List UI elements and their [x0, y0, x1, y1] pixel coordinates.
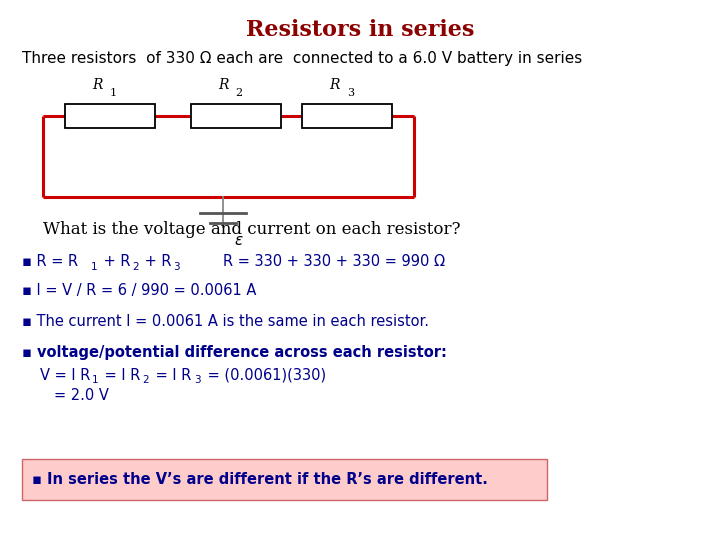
Text: 1: 1: [109, 87, 117, 98]
Text: + R: + R: [99, 254, 131, 269]
Text: 2: 2: [132, 262, 138, 272]
Text: $\varepsilon$: $\varepsilon$: [234, 234, 243, 248]
Bar: [65, 104, 155, 128]
Text: 2: 2: [143, 375, 149, 385]
Text: R = 330 + 330 + 330 = 990 Ω: R = 330 + 330 + 330 = 990 Ω: [223, 254, 445, 269]
Text: 2: 2: [235, 87, 243, 98]
Text: = I R: = I R: [151, 368, 192, 383]
Text: ▪ I = V / R = 6 / 990 = 0.0061 A: ▪ I = V / R = 6 / 990 = 0.0061 A: [22, 283, 256, 298]
Bar: [302, 104, 392, 128]
Text: = 2.0 V: = 2.0 V: [54, 388, 109, 403]
Text: R: R: [218, 78, 228, 92]
Text: V = I R: V = I R: [40, 368, 90, 383]
Text: ▪ R = R: ▪ R = R: [22, 254, 78, 269]
Text: 3: 3: [173, 262, 179, 272]
Text: 3: 3: [347, 87, 354, 98]
Bar: [22, 459, 547, 500]
Text: What is the voltage and current on each resistor?: What is the voltage and current on each …: [43, 221, 461, 238]
Text: R: R: [330, 78, 340, 92]
Text: + R: + R: [140, 254, 172, 269]
Text: ▪ voltage/potential difference across each resistor:: ▪ voltage/potential difference across ea…: [22, 345, 446, 360]
Text: 1: 1: [91, 375, 98, 385]
Text: R: R: [92, 78, 102, 92]
Bar: [191, 104, 281, 128]
Text: Three resistors  of 330 Ω each are  connected to a 6.0 V battery in series: Three resistors of 330 Ω each are connec…: [22, 51, 582, 66]
Text: = I R: = I R: [100, 368, 140, 383]
Text: ▪ The current I = 0.0061 A is the same in each resistor.: ▪ The current I = 0.0061 A is the same i…: [22, 314, 428, 329]
Text: Resistors in series: Resistors in series: [246, 19, 474, 41]
Text: ▪ In series the V’s are different if the R’s are different.: ▪ In series the V’s are different if the…: [32, 472, 488, 487]
Text: = (0.0061)(330): = (0.0061)(330): [203, 368, 326, 383]
Text: 3: 3: [194, 375, 201, 385]
Text: 1: 1: [91, 262, 97, 272]
